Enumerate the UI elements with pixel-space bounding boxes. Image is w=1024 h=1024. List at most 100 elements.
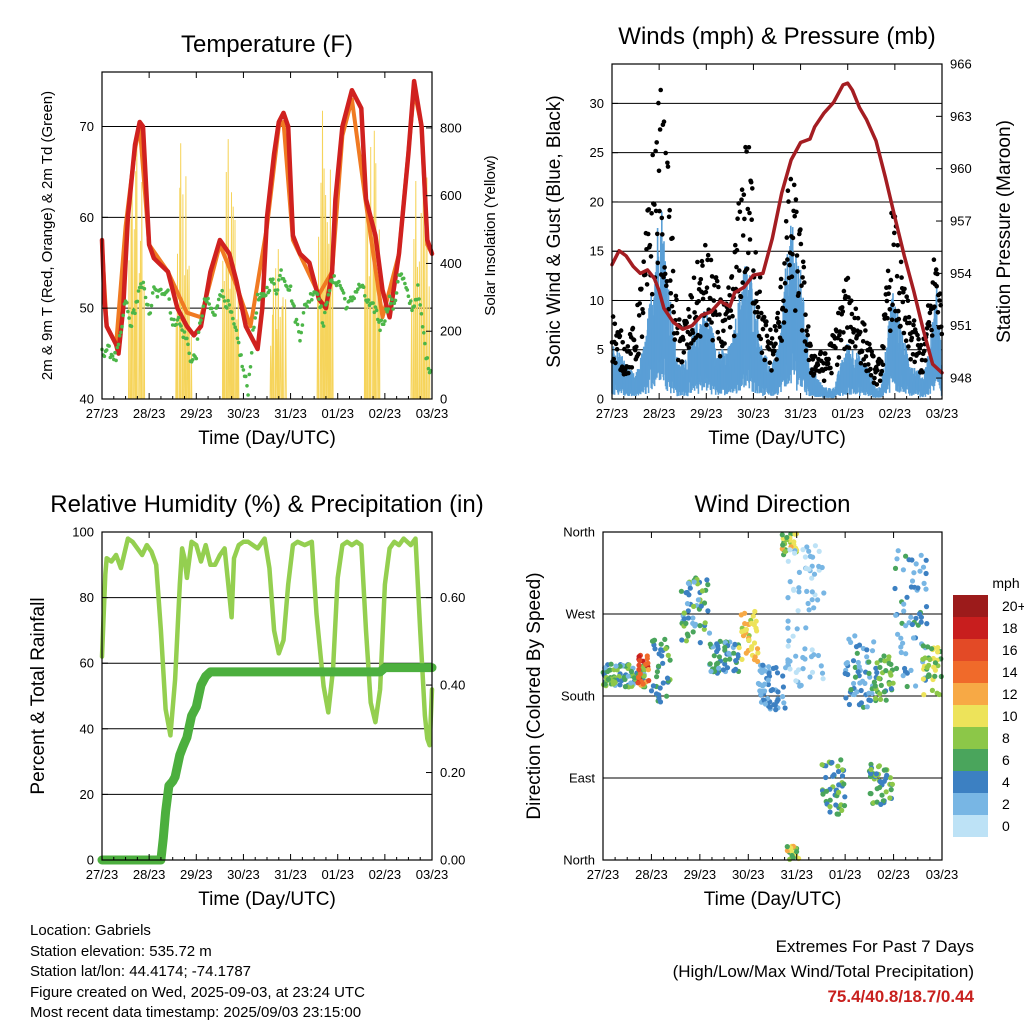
gust-point — [746, 145, 752, 150]
dewpoint-point — [135, 299, 140, 304]
dewpoint-point — [406, 294, 411, 299]
gust-point — [935, 310, 941, 315]
gust-point — [794, 253, 800, 258]
gust-point — [631, 337, 637, 343]
dewpoint-point — [277, 278, 281, 282]
y2-tick-label: 0.60 — [440, 590, 465, 605]
gust-point — [686, 306, 691, 312]
solar-spike — [232, 206, 235, 400]
direction-point — [853, 644, 860, 650]
direction-point — [901, 608, 907, 614]
gust-point — [785, 257, 790, 262]
direction-point — [739, 629, 745, 635]
gust-point — [689, 295, 695, 300]
gust-point — [903, 338, 909, 344]
dewpoint-point — [319, 304, 324, 308]
dewpoint-point — [420, 325, 425, 329]
direction-point — [732, 641, 738, 648]
dewpoint-point — [416, 283, 420, 287]
dewpoint-point — [373, 305, 378, 309]
x-tick-label: 02/23 — [879, 406, 912, 421]
dewpoint-point — [110, 354, 115, 358]
gust-point — [889, 317, 895, 323]
direction-point — [894, 556, 900, 562]
dewpoint-point — [264, 293, 268, 298]
direction-point — [855, 659, 861, 666]
gust-point — [937, 298, 942, 303]
gust-point — [628, 351, 633, 357]
gust-point — [645, 231, 651, 237]
direction-point — [873, 771, 880, 777]
direction-point — [900, 567, 907, 573]
direction-point — [895, 631, 901, 637]
direction-point — [886, 681, 893, 687]
gust-point — [727, 324, 733, 330]
direction-point — [820, 791, 826, 797]
direction-point — [705, 608, 711, 614]
gust-point — [639, 334, 645, 340]
dewpoint-point — [244, 374, 248, 379]
x-tick-label: 31/23 — [274, 867, 307, 882]
direction-point — [691, 579, 697, 585]
gust-point — [670, 235, 675, 241]
gust-point — [896, 308, 901, 314]
gust-point — [665, 164, 671, 169]
direction-point — [927, 656, 933, 663]
gust-point — [740, 280, 745, 285]
solar-spike — [186, 269, 189, 400]
dewpoint-point — [393, 298, 398, 303]
gust-point — [696, 299, 701, 304]
dewpoint-point — [315, 292, 320, 297]
gust-point — [705, 257, 710, 263]
dewpoint-point — [159, 287, 163, 292]
dewpoint-point — [412, 304, 417, 309]
direction-point — [938, 673, 944, 680]
direction-point — [809, 647, 815, 653]
dewpoint-point — [120, 324, 124, 329]
x-tick-label: 29/23 — [690, 406, 723, 421]
gust-point — [749, 217, 754, 222]
gridlines — [102, 597, 432, 795]
direction-point — [935, 649, 941, 655]
direction-point — [774, 670, 781, 676]
gust-point — [739, 197, 744, 202]
direction-point — [887, 795, 893, 801]
gust-point — [799, 328, 805, 333]
dewpoint-point — [381, 322, 386, 327]
legend-label: 20+ — [1002, 598, 1024, 614]
direction-point — [707, 661, 713, 667]
gust-point — [849, 311, 855, 317]
gust-point — [656, 100, 661, 106]
solar-spike — [140, 181, 143, 400]
direction-point — [903, 553, 909, 559]
direction-point — [860, 704, 867, 710]
direction-point — [827, 809, 833, 815]
direction-point — [844, 660, 851, 666]
solar-spike — [373, 130, 376, 400]
direction-point — [602, 681, 608, 687]
dewpoint-point — [143, 295, 148, 300]
direction-point — [807, 674, 813, 680]
gust-point — [916, 350, 922, 356]
gust-point — [657, 208, 662, 214]
gust-point — [764, 319, 769, 324]
gust-point — [888, 328, 893, 334]
direction-point — [835, 763, 841, 769]
gust-point — [919, 357, 925, 363]
gust-point — [934, 283, 939, 289]
gust-point — [646, 207, 652, 212]
direction-point — [768, 687, 774, 694]
direction-point — [893, 665, 900, 672]
direction-point — [804, 544, 810, 550]
direction-point — [827, 797, 833, 803]
gust-point — [652, 202, 657, 207]
direction-point — [895, 548, 901, 554]
gust-point — [691, 275, 697, 281]
gust-point — [740, 233, 746, 238]
direction-point — [655, 663, 662, 669]
gust-point — [915, 332, 920, 338]
y2-tick-label: 0.00 — [440, 853, 465, 868]
dewpoint-point — [389, 301, 393, 306]
direction-point — [924, 621, 930, 627]
gust-point — [802, 280, 807, 285]
